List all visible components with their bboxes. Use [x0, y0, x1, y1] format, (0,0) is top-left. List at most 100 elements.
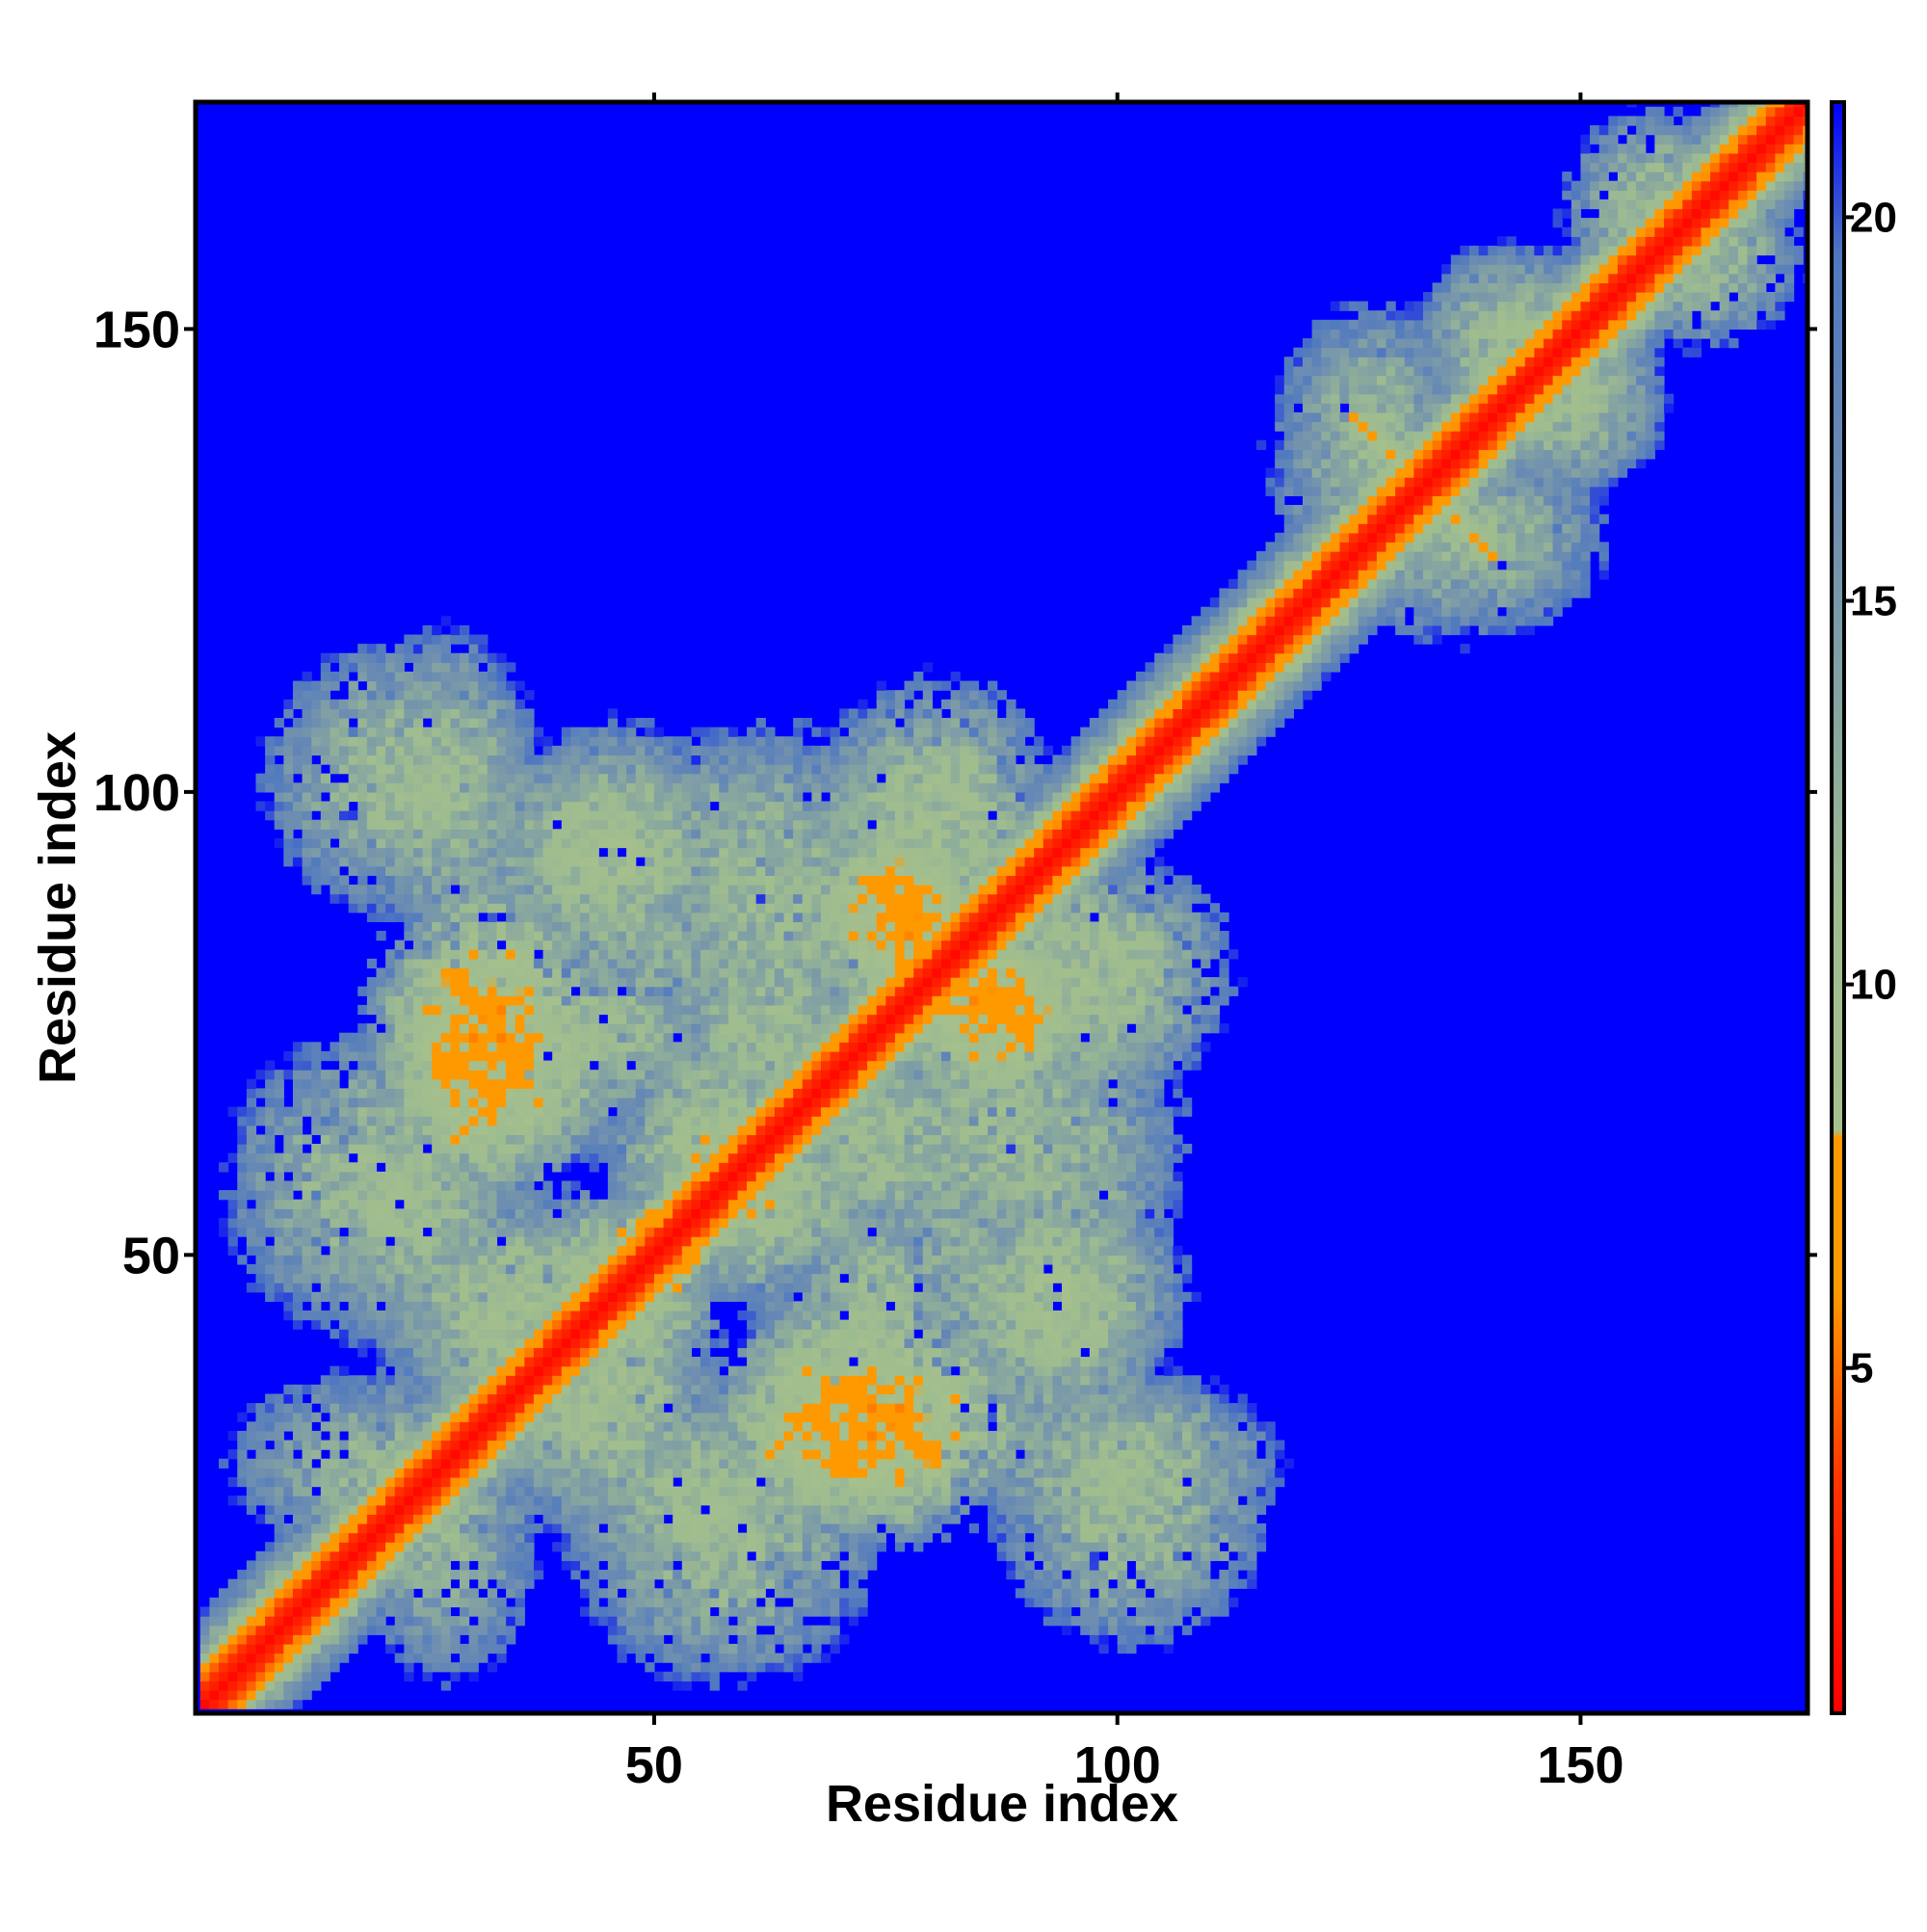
- heatmap-cell: [246, 1236, 257, 1247]
- heatmap-cell: [691, 791, 701, 803]
- heatmap-cell: [719, 1634, 729, 1645]
- heatmap-cell: [709, 1050, 720, 1062]
- heatmap-cell: [385, 1042, 396, 1052]
- heatmap-cell: [412, 847, 424, 858]
- heatmap-cell: [496, 1634, 507, 1645]
- heatmap-cell: [450, 1458, 461, 1469]
- heatmap-cell: [570, 1263, 581, 1275]
- heatmap-cell: [468, 1171, 479, 1182]
- heatmap-cell: [515, 1217, 525, 1229]
- heatmap-cell: [709, 847, 720, 858]
- heatmap-cell: [506, 931, 516, 941]
- heatmap-cell: [681, 1514, 692, 1524]
- heatmap-cell: [432, 1042, 442, 1052]
- heatmap-cell: [691, 1634, 701, 1645]
- heatmap-cell: [607, 1514, 619, 1524]
- heatmap-cell: [691, 764, 701, 775]
- heatmap-cell: [653, 1606, 665, 1617]
- heatmap-cell: [552, 1255, 563, 1265]
- heatmap-cell: [589, 1504, 599, 1515]
- heatmap-cell: [496, 1458, 507, 1469]
- heatmap-cell: [524, 857, 535, 867]
- heatmap-cell: [227, 1476, 238, 1488]
- heatmap-cell: [209, 1643, 220, 1654]
- heatmap-cell: [394, 1106, 405, 1117]
- heatmap-cell: [366, 736, 378, 747]
- heatmap-cell: [274, 1681, 284, 1691]
- heatmap-cell: [468, 912, 479, 923]
- heatmap-cell: [460, 671, 470, 682]
- heatmap-cell: [357, 736, 368, 747]
- heatmap-cell: [691, 1671, 701, 1681]
- heatmap-cell: [366, 1227, 378, 1237]
- heatmap-cell: [645, 1625, 655, 1635]
- heatmap-cell: [598, 940, 609, 950]
- heatmap-cell: [366, 1625, 378, 1635]
- heatmap-cell: [626, 865, 637, 876]
- heatmap-cell: [598, 1384, 609, 1395]
- heatmap-cell: [478, 949, 488, 960]
- heatmap-cell: [589, 1134, 599, 1145]
- heatmap-cell: [460, 1412, 470, 1422]
- heatmap-cell: [357, 857, 368, 867]
- heatmap-cell: [580, 1078, 591, 1089]
- heatmap-cell: [487, 1088, 498, 1098]
- heatmap-cell: [580, 829, 591, 839]
- heatmap-cell: [237, 1643, 248, 1654]
- heatmap-cell: [653, 1560, 665, 1571]
- heatmap-cell: [311, 1162, 322, 1173]
- heatmap-cell: [607, 1375, 619, 1386]
- heatmap-cell: [709, 736, 720, 747]
- heatmap-cell: [302, 1403, 312, 1414]
- heatmap-cell: [580, 1449, 591, 1460]
- heatmap-cell: [617, 967, 627, 978]
- heatmap-cell: [432, 652, 442, 663]
- heatmap-cell: [561, 884, 571, 895]
- heatmap-cell: [626, 921, 637, 932]
- heatmap-cell: [570, 1255, 581, 1265]
- heatmap-cell: [302, 1171, 312, 1182]
- heatmap-cell: [570, 884, 581, 895]
- heatmap-cell: [570, 1088, 581, 1098]
- heatmap-cell: [542, 1116, 553, 1126]
- heatmap-cell: [673, 1255, 683, 1265]
- heatmap-cell: [394, 699, 405, 709]
- heatmap-cell: [580, 977, 591, 988]
- heatmap-cell: [357, 1606, 368, 1617]
- heatmap-cell: [506, 1291, 516, 1302]
- heatmap-cell: [709, 1255, 720, 1265]
- heatmap-cell: [366, 1097, 378, 1108]
- heatmap-cell: [478, 995, 488, 1006]
- heatmap-cell: [719, 1060, 729, 1071]
- heatmap-cell: [552, 1542, 563, 1552]
- heatmap-cell: [357, 829, 368, 839]
- heatmap-cell: [440, 1273, 452, 1284]
- heatmap-cell: [376, 1050, 386, 1062]
- heatmap-cell: [348, 1384, 358, 1395]
- heatmap-cell: [478, 1125, 488, 1136]
- heatmap-cell: [580, 884, 591, 895]
- heatmap-cell: [524, 893, 535, 904]
- heatmap-cell: [719, 1236, 729, 1247]
- heatmap-cell: [330, 1236, 340, 1247]
- heatmap-cell: [709, 1476, 720, 1488]
- heatmap-cell: [700, 1403, 711, 1414]
- heatmap-cell: [478, 1550, 488, 1562]
- heatmap-cell: [635, 1523, 646, 1534]
- heatmap-cell: [385, 1190, 396, 1201]
- heatmap-cell: [311, 1291, 322, 1302]
- heatmap-cell: [385, 986, 396, 996]
- heatmap-cell: [450, 1217, 461, 1229]
- heatmap-cell: [653, 1190, 665, 1201]
- heatmap-cell: [561, 773, 571, 783]
- heatmap-cell: [274, 1217, 284, 1229]
- heatmap-cell: [330, 764, 340, 775]
- heatmap-cell: [460, 1023, 470, 1034]
- heatmap-cell: [357, 1375, 368, 1386]
- heatmap-cell: [496, 810, 507, 821]
- heatmap-cell: [283, 1255, 294, 1265]
- heatmap-cell: [366, 1152, 378, 1163]
- heatmap-cell: [320, 773, 331, 783]
- heatmap-cell: [506, 699, 516, 709]
- heatmap-cell: [366, 782, 378, 793]
